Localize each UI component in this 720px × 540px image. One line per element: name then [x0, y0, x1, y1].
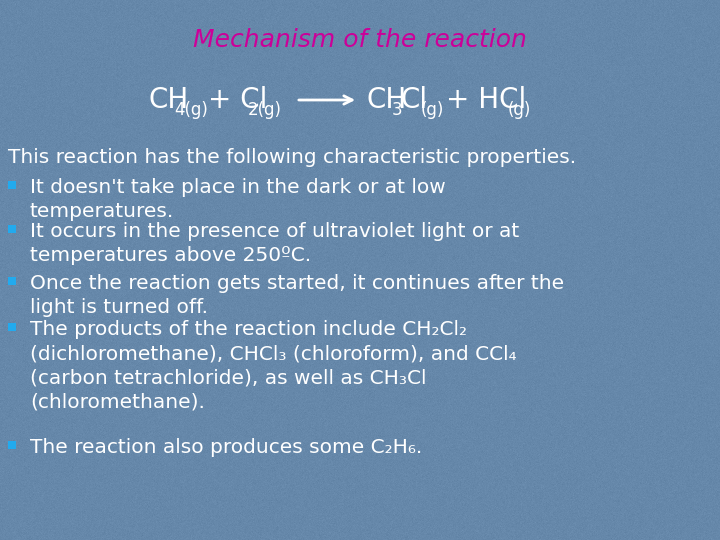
Text: 3: 3: [392, 101, 402, 119]
Text: Mechanism of the reaction: Mechanism of the reaction: [193, 28, 527, 52]
Bar: [8, 225, 16, 233]
Text: It occurs in the presence of ultraviolet light or at
temperatures above 250ºC.: It occurs in the presence of ultraviolet…: [30, 222, 519, 265]
Text: CH: CH: [366, 86, 406, 114]
Text: (g): (g): [508, 101, 531, 119]
Text: + HCl: + HCl: [446, 86, 526, 114]
Text: 2(g): 2(g): [248, 101, 282, 119]
Text: (g): (g): [421, 101, 444, 119]
Text: + Cl: + Cl: [208, 86, 267, 114]
Bar: [8, 441, 16, 449]
Text: 4(g): 4(g): [174, 101, 208, 119]
Text: This reaction has the following characteristic properties.: This reaction has the following characte…: [8, 148, 576, 167]
Bar: [8, 277, 16, 285]
Text: Once the reaction gets started, it continues after the
light is turned off.: Once the reaction gets started, it conti…: [30, 274, 564, 317]
Text: The reaction also produces some C₂H₆.: The reaction also produces some C₂H₆.: [30, 438, 422, 457]
Bar: [8, 181, 16, 189]
Text: Cl: Cl: [401, 86, 428, 114]
Text: It doesn't take place in the dark or at low
temperatures.: It doesn't take place in the dark or at …: [30, 178, 446, 221]
Text: CH: CH: [148, 86, 188, 114]
Bar: [8, 323, 16, 331]
Text: The products of the reaction include CH₂Cl₂
(dichloromethane), CHCl₃ (chloroform: The products of the reaction include CH₂…: [30, 320, 517, 411]
